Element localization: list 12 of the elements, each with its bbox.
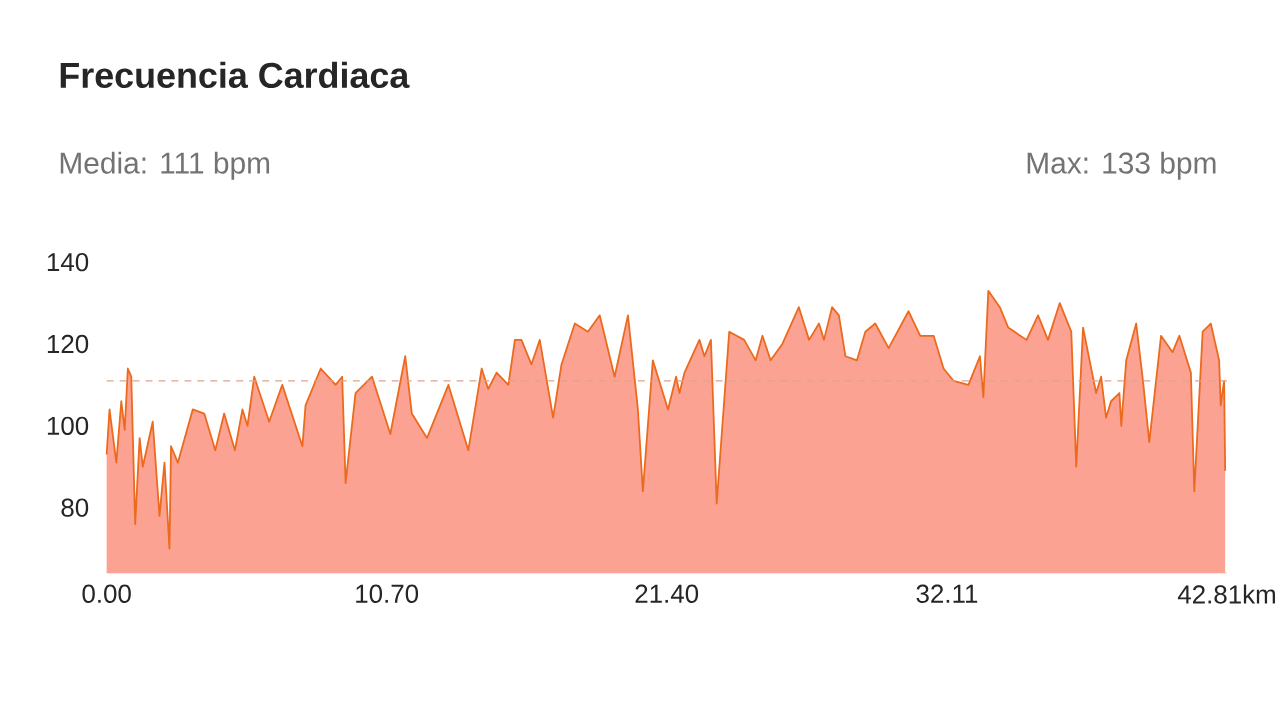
y-tick-label: 120	[47, 334, 89, 354]
x-tick-label: 21.40	[635, 584, 699, 604]
y-tick-label: 100	[47, 416, 89, 436]
x-tick-label: 32.11	[916, 584, 978, 604]
text: Media: 111 bpm	[60, 151, 270, 180]
y-tick-label: 80	[61, 498, 89, 517]
x-tick-label: 0.00	[82, 584, 131, 604]
x-tick-label: 42.81km	[1177, 584, 1275, 604]
x-tick-label: 10.70	[356, 584, 419, 604]
text: Max: 133 bpm	[1027, 151, 1216, 180]
chart-title: Frecuencia Cardiaca	[60, 61, 410, 89]
y-tick-label: 140	[47, 253, 89, 272]
